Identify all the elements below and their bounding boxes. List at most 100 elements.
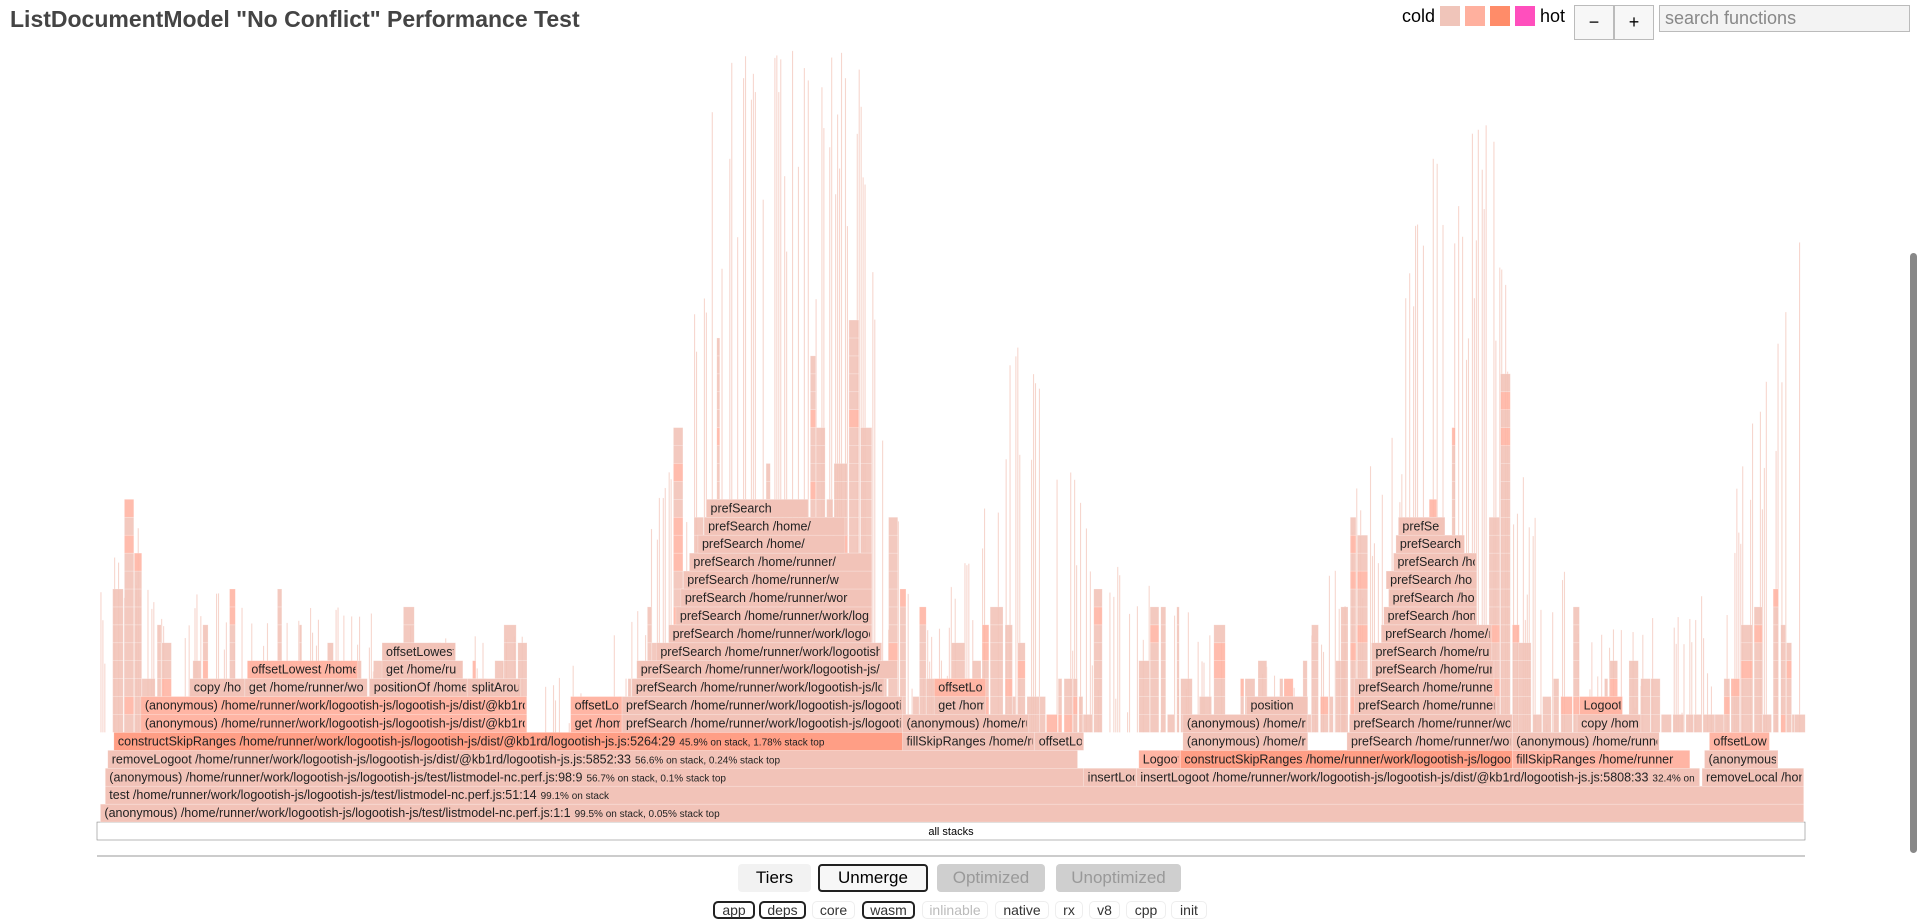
frame[interactable] xyxy=(1340,624,1349,644)
filter-cpp[interactable]: cpp xyxy=(1126,901,1166,919)
frame[interactable] xyxy=(1660,714,1672,733)
frame[interactable] xyxy=(1786,696,1792,715)
frame[interactable] xyxy=(1213,660,1226,679)
frame[interactable] xyxy=(1160,642,1167,662)
frame[interactable] xyxy=(1518,714,1532,733)
frame[interactable] xyxy=(1780,678,1786,697)
frame[interactable] xyxy=(1500,427,1511,446)
frame[interactable] xyxy=(1357,624,1368,644)
stack-spike[interactable] xyxy=(544,686,547,733)
stack-spike[interactable] xyxy=(568,722,571,733)
optimized-button[interactable]: Optimized xyxy=(937,864,1045,892)
frame[interactable] xyxy=(673,570,684,590)
frame[interactable] xyxy=(848,534,860,554)
frame[interactable] xyxy=(1753,642,1763,662)
frame[interactable] xyxy=(706,499,809,518)
frame[interactable] xyxy=(1518,696,1532,715)
filter-rx[interactable]: rx xyxy=(1055,901,1083,919)
frame[interactable] xyxy=(1500,660,1511,679)
frame[interactable] xyxy=(899,588,907,608)
frame[interactable] xyxy=(1057,714,1063,733)
frame[interactable] xyxy=(202,660,209,679)
frame[interactable] xyxy=(1500,552,1511,572)
frame[interactable] xyxy=(1650,714,1661,733)
frame[interactable] xyxy=(1039,714,1046,733)
frame[interactable] xyxy=(1357,642,1368,662)
frame[interactable] xyxy=(229,660,236,679)
frame[interactable] xyxy=(1149,606,1160,626)
frame[interactable] xyxy=(716,445,721,464)
frame[interactable] xyxy=(848,463,860,482)
frame[interactable] xyxy=(716,355,721,375)
frame[interactable] xyxy=(1078,696,1084,715)
frame[interactable] xyxy=(124,606,135,626)
stack-spike[interactable] xyxy=(1030,459,1033,733)
frame[interactable] xyxy=(1072,714,1078,733)
frame[interactable] xyxy=(1357,570,1368,590)
frame[interactable] xyxy=(134,660,143,679)
frame[interactable] xyxy=(815,427,826,446)
frame[interactable] xyxy=(1311,660,1319,679)
frame[interactable] xyxy=(989,642,1004,662)
frame[interactable] xyxy=(810,481,816,500)
frame[interactable] xyxy=(888,606,899,626)
frame[interactable] xyxy=(1176,660,1180,679)
frame[interactable] xyxy=(1176,642,1180,662)
scrollbar[interactable] xyxy=(1910,253,1917,853)
zoom-out-button[interactable]: − xyxy=(1574,5,1614,40)
frame[interactable] xyxy=(156,624,162,644)
tiers-button[interactable]: Tiers xyxy=(738,864,811,892)
stack-spike[interactable] xyxy=(1683,643,1685,733)
frame[interactable] xyxy=(627,678,632,697)
stack-spike[interactable] xyxy=(1328,575,1331,733)
frame[interactable] xyxy=(1026,696,1040,715)
stack-spike[interactable] xyxy=(1015,356,1017,733)
frame[interactable] xyxy=(1753,678,1763,697)
frame[interactable] xyxy=(1791,714,1795,733)
frame[interactable] xyxy=(1349,642,1357,662)
frame[interactable] xyxy=(1532,714,1543,733)
frame[interactable] xyxy=(1149,714,1160,733)
frame[interactable] xyxy=(112,660,124,679)
frame[interactable] xyxy=(1302,660,1308,679)
frame[interactable] xyxy=(1182,714,1309,733)
frame[interactable] xyxy=(1560,696,1573,715)
frame[interactable] xyxy=(124,642,135,662)
stack-spike[interactable] xyxy=(1126,711,1129,733)
frame[interactable] xyxy=(860,481,873,500)
frame[interactable] xyxy=(888,642,899,662)
frame[interactable] xyxy=(899,678,907,697)
frame[interactable] xyxy=(1500,696,1511,715)
frame[interactable] xyxy=(848,355,860,375)
stack-spike[interactable] xyxy=(102,619,104,733)
frame[interactable] xyxy=(1740,624,1753,644)
filter-native[interactable]: native xyxy=(995,901,1049,919)
frame[interactable] xyxy=(467,678,521,697)
frame[interactable] xyxy=(981,642,990,662)
frame[interactable] xyxy=(299,642,303,662)
filter-app[interactable]: app xyxy=(713,901,755,919)
frame[interactable] xyxy=(1093,678,1103,697)
frame[interactable] xyxy=(1349,516,1357,536)
frame[interactable] xyxy=(765,463,771,482)
frame[interactable] xyxy=(1357,534,1368,554)
frame[interactable] xyxy=(1740,696,1753,715)
frame[interactable] xyxy=(1017,678,1026,697)
frame[interactable] xyxy=(673,463,684,482)
frame[interactable] xyxy=(971,660,982,679)
frame[interactable] xyxy=(1213,642,1226,662)
frame[interactable] xyxy=(1730,696,1740,715)
frame[interactable] xyxy=(277,624,283,644)
frame[interactable] xyxy=(1349,588,1357,608)
frame[interactable] xyxy=(1279,678,1284,697)
stack-spike[interactable] xyxy=(554,700,557,733)
frame[interactable] xyxy=(1213,678,1226,697)
frame[interactable] xyxy=(1579,696,1623,715)
frame[interactable] xyxy=(1138,678,1150,697)
stack-spike[interactable] xyxy=(1532,535,1534,733)
frame[interactable] xyxy=(1609,660,1618,679)
stack-spike[interactable] xyxy=(1763,467,1766,733)
frame[interactable] xyxy=(124,678,135,697)
frame[interactable] xyxy=(517,660,528,679)
frame[interactable] xyxy=(124,588,135,608)
